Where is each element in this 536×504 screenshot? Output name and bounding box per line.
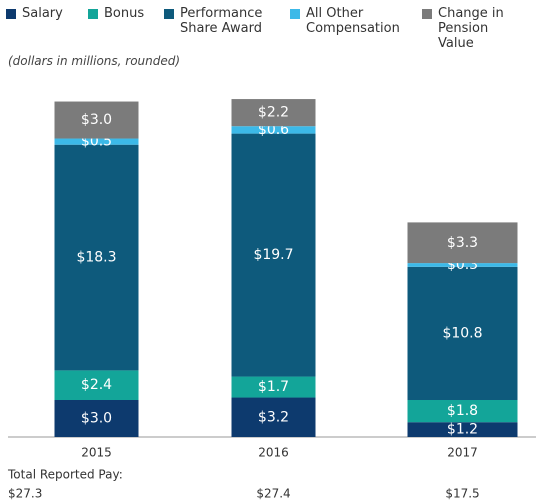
value-label: $1.2 [447,422,478,438]
total-value: $27.4 [256,487,290,501]
bar-segment [54,144,139,371]
bar-segment [231,376,316,398]
legend-swatch [88,9,98,19]
legend-label: Performance Share Award [180,6,263,36]
bar-segment [231,126,316,134]
x-tick-label: 2017 [447,446,478,460]
total-title: Total Reported Pay: [7,468,123,482]
value-label: $1.7 [258,379,289,395]
legend-label: Bonus [104,6,145,21]
value-label: $2.2 [258,105,289,121]
legend-item: Salary [6,6,88,51]
bar-segment [231,133,316,377]
legend-label: All Other Compensation [306,6,400,36]
x-tick-label: 2015 [81,446,112,460]
value-label: $2.4 [81,377,112,393]
value-label: $10.8 [442,325,482,341]
bar-segment [54,101,139,139]
legend: Salary Bonus Performance Share Award All Ot… [6,6,536,51]
legend-swatch [290,9,300,19]
value-label: $1.8 [447,403,478,419]
value-label: $19.7 [253,247,293,263]
legend-label: Change in Pension Value [438,6,504,51]
total-value: $27.3 [8,487,42,501]
bar-segment [54,400,139,437]
legend-swatch [6,9,16,19]
legend-swatch [164,9,174,19]
legend-item: Change in Pension Value [422,6,532,51]
legend-item: Bonus [88,6,164,51]
value-label: $3.2 [258,409,289,425]
legend-item: Performance Share Award [164,6,290,51]
bar-segment [231,99,316,127]
bar-segment [407,263,518,267]
bar-segment [231,397,316,437]
value-label: $3.0 [81,411,112,427]
bar-segment [54,138,139,145]
bar-segment [54,370,139,400]
legend-swatch [422,9,432,19]
bar-segment [407,422,518,437]
total-value: $17.5 [445,487,479,501]
legend-label: Salary [22,6,63,21]
x-tick-label: 2016 [258,446,289,460]
bar-segment [407,266,518,400]
subtitle: (dollars in millions, rounded) [8,54,181,68]
legend-item: All Other Compensation [290,6,422,51]
bar-segment [407,222,518,264]
value-label: $3.3 [447,235,478,251]
value-label: $3.0 [81,112,112,128]
bar-segment [407,400,518,423]
value-label: $18.3 [76,250,116,266]
